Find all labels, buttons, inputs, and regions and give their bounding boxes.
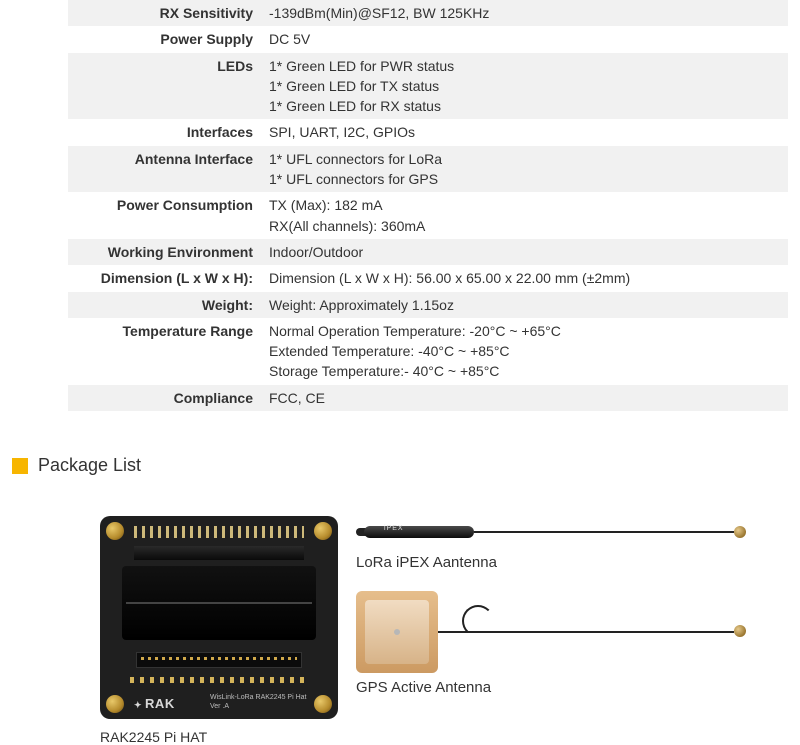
gps-antenna-label: GPS Active Antenna	[356, 679, 756, 696]
chip-row-icon	[134, 546, 304, 560]
logo-text: RAK	[145, 696, 175, 711]
table-row: ComplianceFCC, CE	[68, 385, 788, 411]
spec-value: TX (Max): 182 mARX(All channels): 360mA	[263, 192, 788, 239]
gps-antenna-image	[356, 591, 756, 675]
lora-antenna-row: LoRa iPEX Aantenna	[356, 516, 756, 571]
spec-value: Normal Operation Temperature: -20°C ~ +6…	[263, 318, 788, 385]
board-silkscreen: WisLink-LoRa RAK2245 Pi Hat Ver .A	[210, 694, 307, 711]
table-row: Working EnvironmentIndoor/Outdoor	[68, 239, 788, 265]
board-image: ✦ RAK WisLink-LoRa RAK2245 Pi Hat Ver .A	[100, 516, 338, 719]
table-row: RX Sensitivity-139dBm(Min)@SF12, BW 125K…	[68, 0, 788, 26]
heatsink-icon	[122, 566, 316, 640]
mounting-hole-icon	[106, 695, 124, 713]
specs-table: RX Sensitivity-139dBm(Min)@SF12, BW 125K…	[68, 0, 788, 411]
table-row: Weight:Weight: Approximately 1.15oz	[68, 292, 788, 318]
ipex-connector-icon	[734, 625, 746, 637]
pin-header-icon	[136, 652, 302, 668]
package-list-area: ✦ RAK WisLink-LoRa RAK2245 Pi HatVer .A …	[100, 516, 800, 745]
spec-value: Dimension (L x W x H): 56.00 x 65.00 x 2…	[263, 265, 788, 291]
table-row: Temperature RangeNormal Operation Temper…	[68, 318, 788, 385]
gps-antenna-row: GPS Active Antenna	[356, 591, 756, 696]
silkscreen-line1: WisLink-LoRa RAK2245 Pi Hat	[210, 694, 307, 701]
spec-label: RX Sensitivity	[68, 0, 263, 26]
gpio-header-icon	[134, 526, 304, 538]
ipex-connector-icon	[734, 526, 746, 538]
section-title: Package List	[38, 455, 141, 476]
package-col-antennas: LoRa iPEX Aantenna GPS Active Antenna	[356, 516, 756, 745]
mounting-hole-icon	[314, 522, 332, 540]
table-row: Dimension (L x W x H):Dimension (L x W x…	[68, 265, 788, 291]
antenna-wire-icon	[474, 531, 734, 533]
spec-label: Dimension (L x W x H):	[68, 265, 263, 291]
gps-patch-dot-icon	[394, 629, 400, 635]
spec-value: Weight: Approximately 1.15oz	[263, 292, 788, 318]
lora-antenna-label: LoRa iPEX Aantenna	[356, 554, 756, 571]
spec-label: Antenna Interface	[68, 146, 263, 193]
spec-value: Indoor/Outdoor	[263, 239, 788, 265]
spec-label: Compliance	[68, 385, 263, 411]
spec-label: Power Consumption	[68, 192, 263, 239]
spec-value: FCC, CE	[263, 385, 788, 411]
lora-antenna-image	[356, 516, 756, 548]
spec-label: Working Environment	[68, 239, 263, 265]
spec-value: DC 5V	[263, 26, 788, 52]
package-col-board: ✦ RAK WisLink-LoRa RAK2245 Pi HatVer .A …	[100, 516, 338, 745]
table-row: Power ConsumptionTX (Max): 182 mARX(All …	[68, 192, 788, 239]
spec-label: Power Supply	[68, 26, 263, 52]
silkscreen-line2: Ver .A	[210, 703, 229, 710]
table-row: Antenna Interface1* UFL connectors for L…	[68, 146, 788, 193]
logo-prefix: ✦	[134, 700, 145, 710]
gps-wire-icon	[438, 631, 734, 633]
antenna-body-icon	[364, 526, 474, 538]
spec-value: -139dBm(Min)@SF12, BW 125KHz	[263, 0, 788, 26]
board-caption: RAK2245 Pi HAT	[100, 729, 338, 745]
spec-value: 1* Green LED for PWR status1* Green LED …	[263, 53, 788, 120]
table-row: Power SupplyDC 5V	[68, 26, 788, 52]
spec-label: Interfaces	[68, 119, 263, 145]
specs-tbody: RX Sensitivity-139dBm(Min)@SF12, BW 125K…	[68, 0, 788, 411]
led-row-icon	[130, 677, 308, 683]
table-row: InterfacesSPI, UART, I2C, GPIOs	[68, 119, 788, 145]
mounting-hole-icon	[314, 695, 332, 713]
mounting-hole-icon	[106, 522, 124, 540]
spec-label: Temperature Range	[68, 318, 263, 385]
section-header: Package List	[12, 455, 800, 476]
table-row: LEDs1* Green LED for PWR status1* Green …	[68, 53, 788, 120]
rak-logo: ✦ RAK	[134, 696, 175, 711]
spec-value: 1* UFL connectors for LoRa1* UFL connect…	[263, 146, 788, 193]
spec-label: Weight:	[68, 292, 263, 318]
section-accent-block	[12, 458, 28, 474]
spec-label: LEDs	[68, 53, 263, 120]
spec-value: SPI, UART, I2C, GPIOs	[263, 119, 788, 145]
